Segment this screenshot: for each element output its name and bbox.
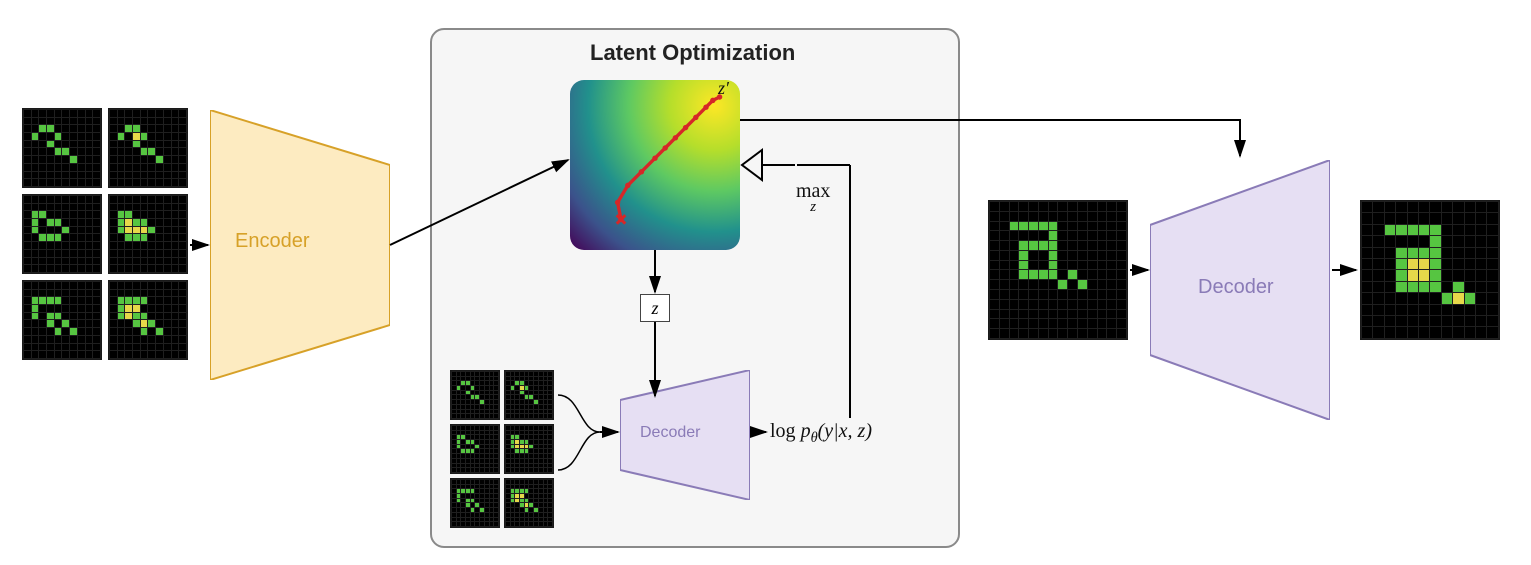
- diagram-canvas: Latent Optimization Encoder z′: [0, 0, 1531, 565]
- arrows-overlay: [0, 0, 1531, 565]
- open-arrow-icon: [742, 150, 795, 180]
